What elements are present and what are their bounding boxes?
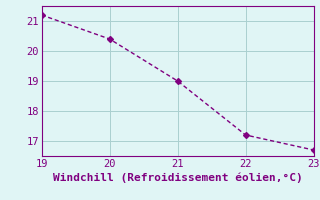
X-axis label: Windchill (Refroidissement éolien,°C): Windchill (Refroidissement éolien,°C) xyxy=(53,173,302,183)
